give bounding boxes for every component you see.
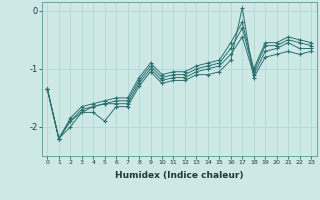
X-axis label: Humidex (Indice chaleur): Humidex (Indice chaleur) xyxy=(115,171,244,180)
